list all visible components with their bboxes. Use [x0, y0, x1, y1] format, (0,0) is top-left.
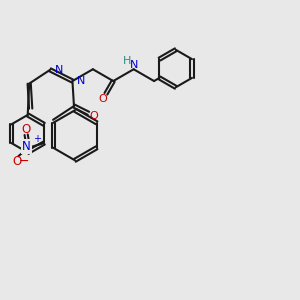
Text: O: O: [99, 94, 107, 104]
Text: O: O: [22, 123, 31, 136]
Text: H: H: [123, 56, 131, 66]
Text: N: N: [130, 60, 138, 70]
Text: N: N: [77, 76, 85, 86]
Text: N: N: [55, 65, 63, 75]
Text: O: O: [12, 155, 22, 168]
Text: −: −: [18, 155, 29, 168]
Text: O: O: [89, 111, 98, 121]
Text: N: N: [22, 140, 31, 153]
Text: +: +: [33, 134, 41, 145]
